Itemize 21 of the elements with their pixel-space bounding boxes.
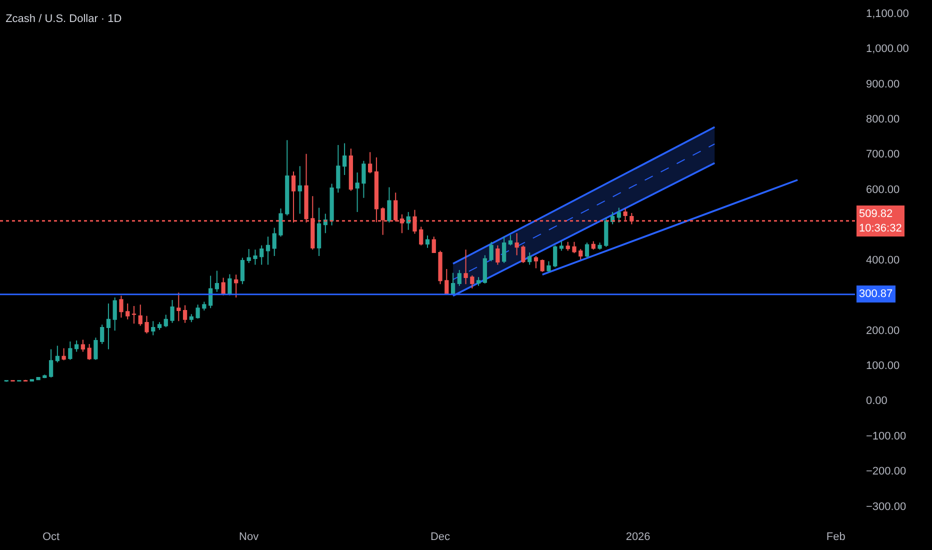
- y-tick-label: 0.00: [866, 395, 888, 408]
- x-tick-label: Oct: [42, 531, 60, 543]
- x-tick-label: Nov: [239, 531, 260, 543]
- y-tick-label: 100.00: [866, 360, 900, 372]
- y-tick-label: 200.00: [866, 324, 900, 337]
- chart-title: Zcash / U.S. Dollar · 1D: [6, 13, 122, 26]
- y-tick-label: 700.00: [866, 148, 900, 161]
- x-tick-label: Feb: [826, 531, 846, 543]
- y-tick-label: 1,100.00: [866, 8, 909, 20]
- y-tick-label: −300.00: [866, 500, 906, 513]
- ref-line-label: 509.82 10:36:32: [859, 208, 902, 234]
- x-tick-label: Dec: [430, 531, 451, 543]
- x-tick-label: 2026: [626, 531, 650, 543]
- ref-line-label: 300.87: [859, 288, 893, 300]
- y-tick-label: −200.00: [866, 466, 906, 478]
- y-tick-label: 800.00: [866, 113, 900, 126]
- y-tick-label: 600.00: [866, 184, 900, 196]
- y-tick-label: 1,000.00: [866, 43, 909, 56]
- y-tick-label: 400.00: [866, 254, 900, 266]
- y-tick-label: 900.00: [866, 78, 900, 90]
- y-tick-label: −100.00: [866, 430, 906, 442]
